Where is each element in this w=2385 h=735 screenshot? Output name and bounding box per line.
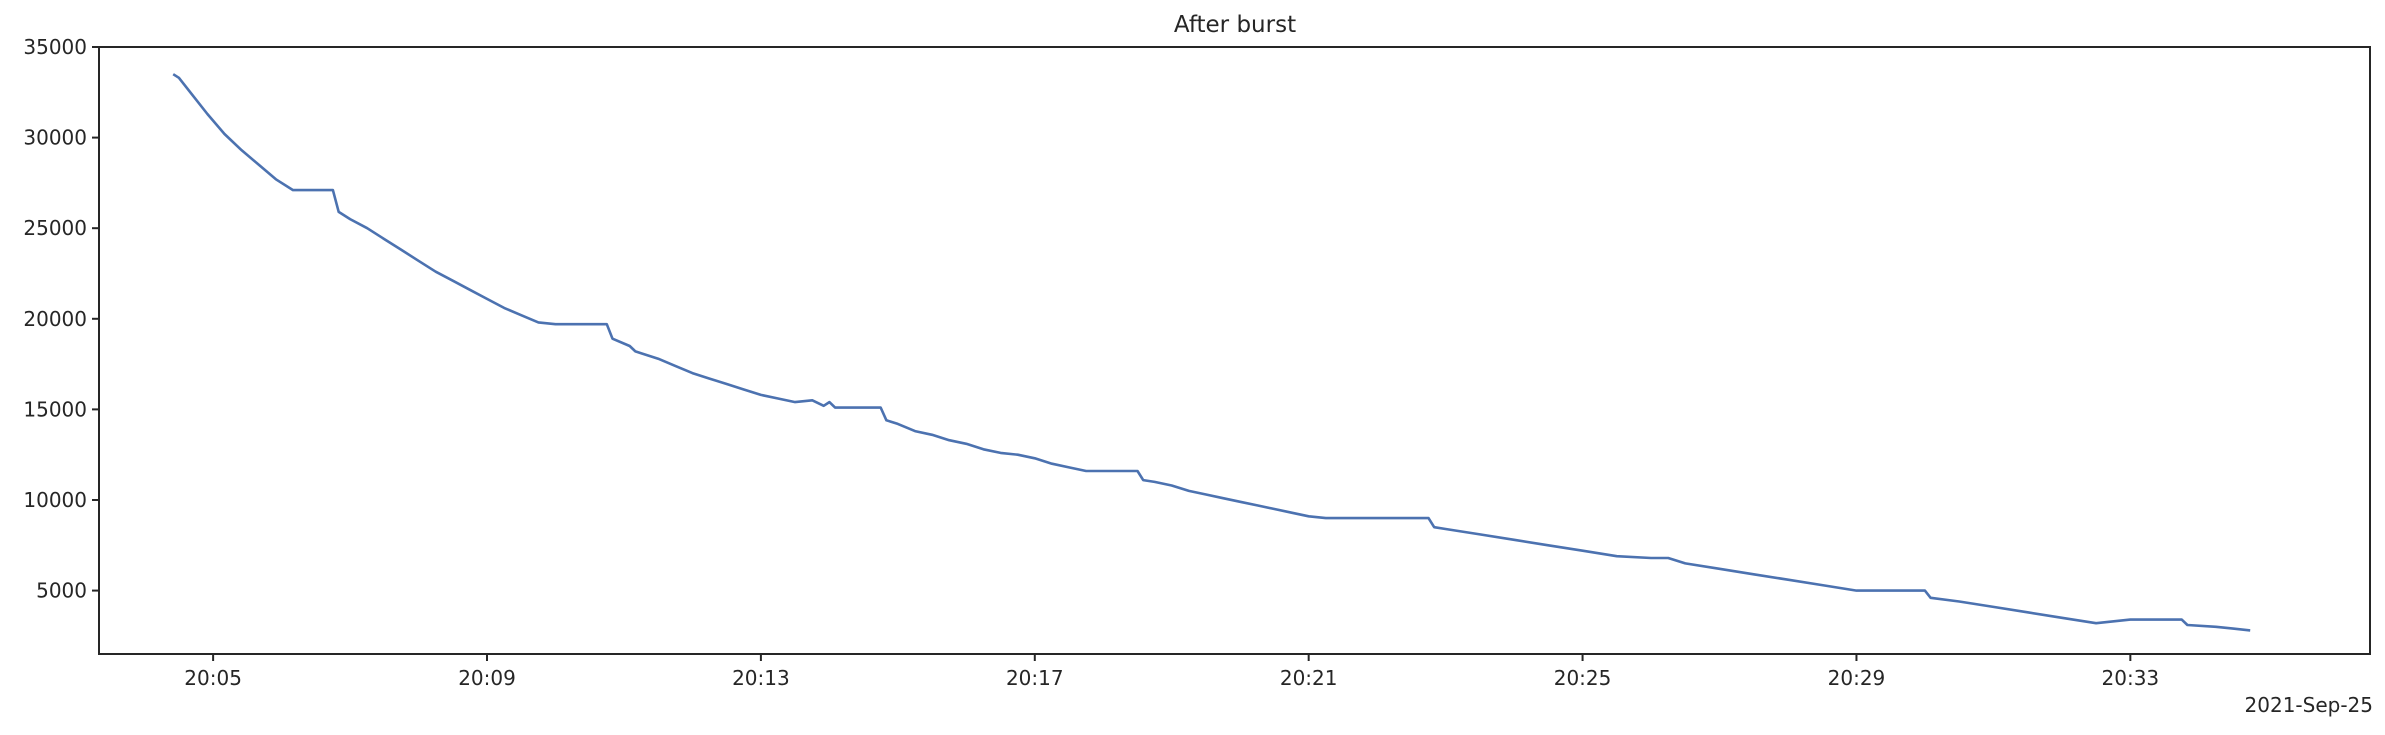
y-tick-label: 30000 (23, 126, 87, 150)
y-tick-label: 5000 (36, 579, 87, 603)
series-line (172, 73, 2251, 632)
y-axis: 5000 10000 15000 20000 25000 30000 35000 (23, 35, 99, 603)
y-tick-label: 35000 (23, 35, 87, 59)
x-offset-label: 2021-Sep-25 (2245, 693, 2373, 717)
x-tick-label: 20:05 (184, 666, 242, 690)
chart-title: After burst (1174, 12, 1296, 38)
y-tick-label: 15000 (23, 397, 87, 421)
x-tick-label: 20:33 (2102, 666, 2160, 690)
series-layer (172, 73, 2251, 632)
plot-frame (98, 46, 2371, 655)
y-tick-label: 25000 (23, 216, 87, 240)
y-tick-label: 10000 (23, 488, 87, 512)
x-tick-label: 20:13 (732, 666, 790, 690)
x-tick-label: 20:17 (1006, 666, 1064, 690)
x-axis: 20:05 20:09 20:13 20:17 20:21 20:25 20:29 20:33 (184, 654, 2159, 690)
x-tick-label: 20:21 (1280, 666, 1338, 690)
x-tick-label: 20:09 (458, 666, 516, 690)
x-tick-label: 20:25 (1554, 666, 1612, 690)
x-tick-label: 20:29 (1828, 666, 1886, 690)
y-tick-label: 20000 (23, 307, 87, 331)
